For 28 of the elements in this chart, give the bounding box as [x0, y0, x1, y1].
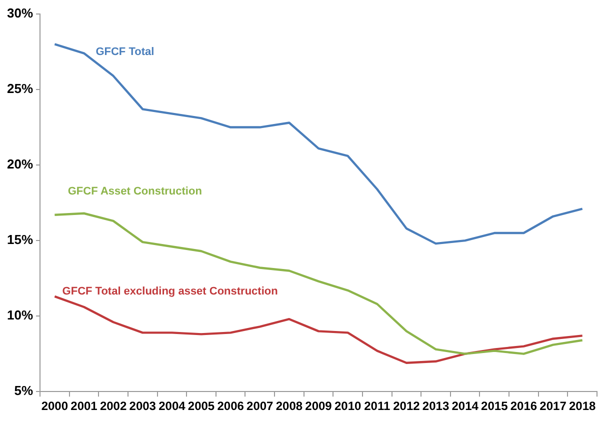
y-tick-label: 30% [6, 6, 34, 21]
x-tick-label: 2006 [217, 399, 244, 414]
x-tick-label: 2014 [452, 399, 479, 414]
x-tick-label: 2015 [481, 399, 508, 414]
x-tick-label: 2009 [305, 399, 332, 414]
x-tick-label: 2005 [188, 399, 215, 414]
series-label: GFCF Total [96, 46, 154, 58]
x-tick-label: 2013 [422, 399, 450, 414]
y-tick-label: 15% [6, 232, 34, 248]
x-tick-label: 2012 [393, 399, 420, 414]
x-tick-label: 2007 [246, 399, 274, 414]
y-tick-label: 20% [6, 156, 34, 172]
x-tick-label: 2018 [568, 399, 596, 414]
x-tick-label: 2008 [276, 399, 303, 414]
x-tick-label: 2003 [129, 399, 156, 414]
x-tick-label: 2011 [364, 399, 390, 414]
x-tick-label: 2016 [510, 399, 538, 414]
y-tick-label: 25% [6, 81, 34, 96]
series-label: GFCF Total excluding asset Construction [62, 286, 278, 298]
y-tick-label: 5% [14, 383, 34, 398]
x-tick-label: 2001 [70, 399, 98, 414]
x-tick-label: 2010 [334, 399, 362, 414]
x-tick-label: 2004 [158, 399, 186, 414]
y-tick-label: 10% [6, 308, 34, 323]
x-tick-label: 2000 [41, 399, 68, 414]
x-tick-label: 2002 [100, 399, 127, 414]
x-tick-label: 2017 [540, 399, 567, 414]
series-label: GFCF Asset Construction [68, 186, 202, 198]
